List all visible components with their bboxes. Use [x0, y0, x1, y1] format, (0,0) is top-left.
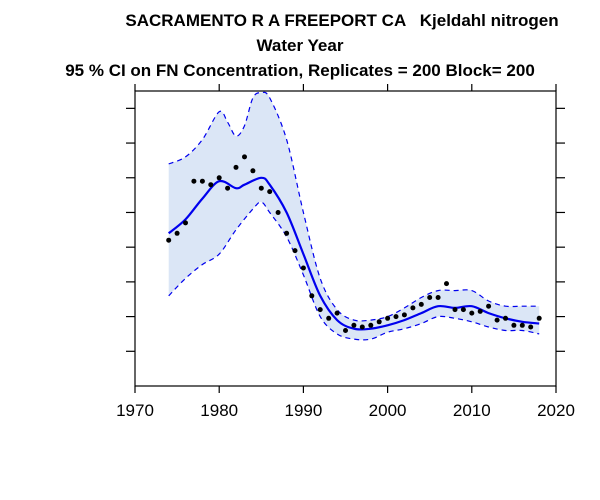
observation-point	[427, 295, 433, 300]
x-tick-label: 2000	[369, 401, 407, 420]
x-tick-label: 1990	[284, 401, 322, 420]
observation-point	[166, 237, 172, 243]
observation-point	[393, 314, 399, 320]
x-tick-label: 1970	[116, 401, 154, 420]
observation-point	[418, 301, 424, 307]
observation-point	[536, 315, 542, 321]
observation-point	[242, 154, 247, 160]
chart-title-line-1: SACRAMENTO R A FREEPORT CA Kjeldahl nitr…	[125, 11, 559, 30]
x-tick-label: 2020	[537, 401, 575, 420]
observation-point	[376, 319, 382, 325]
observation-point	[334, 310, 340, 316]
chart-title-line-3: 95 % CI on FN Concentration, Replicates …	[65, 61, 535, 80]
observation-point	[401, 312, 407, 318]
observation-point	[174, 230, 180, 236]
observation-point	[452, 307, 458, 313]
observation-points-group	[166, 154, 542, 333]
observation-point	[250, 168, 256, 174]
observation-point	[460, 307, 466, 313]
observation-point	[469, 310, 475, 316]
observation-point	[267, 189, 273, 195]
x-tick-label: 1980	[200, 401, 238, 420]
observation-point	[300, 265, 306, 271]
ci-upper-line	[168, 91, 540, 322]
observation-point	[183, 220, 188, 226]
observation-point	[494, 317, 500, 323]
observation-point	[477, 308, 483, 314]
observation-point	[385, 315, 391, 321]
observation-point	[503, 315, 508, 321]
observation-point	[225, 185, 231, 191]
observation-point	[191, 178, 197, 184]
trend-line	[168, 176, 540, 331]
trend-group	[168, 176, 540, 331]
observation-point	[284, 230, 290, 236]
observation-point	[410, 305, 416, 311]
observation-point	[435, 295, 441, 300]
observation-point	[368, 322, 374, 328]
observation-point	[233, 164, 239, 170]
observation-point	[317, 307, 323, 313]
x-tick-label: 2010	[453, 401, 491, 420]
ci-band-fill	[168, 92, 540, 340]
observation-point	[292, 248, 298, 254]
observation-point	[519, 322, 525, 328]
observation-point	[275, 210, 281, 215]
chart-title-line-2: Water Year	[256, 36, 344, 55]
observation-point	[528, 324, 534, 330]
observation-point	[351, 322, 357, 328]
observation-point	[258, 185, 264, 191]
observation-point	[216, 175, 222, 181]
observation-point	[359, 324, 365, 330]
axes-group: 1970 1980 1990 2000 2010 2020	[116, 84, 575, 420]
observation-point	[511, 322, 517, 328]
observation-point	[343, 328, 348, 333]
ci-lower-line	[168, 201, 540, 341]
observation-point	[326, 315, 332, 321]
observation-point	[208, 182, 214, 188]
observation-point	[444, 281, 449, 287]
plot-frame	[134, 90, 557, 387]
observation-point	[199, 178, 205, 184]
confidence-band-group	[168, 91, 540, 341]
observation-point	[309, 293, 315, 299]
observation-point	[486, 303, 492, 309]
